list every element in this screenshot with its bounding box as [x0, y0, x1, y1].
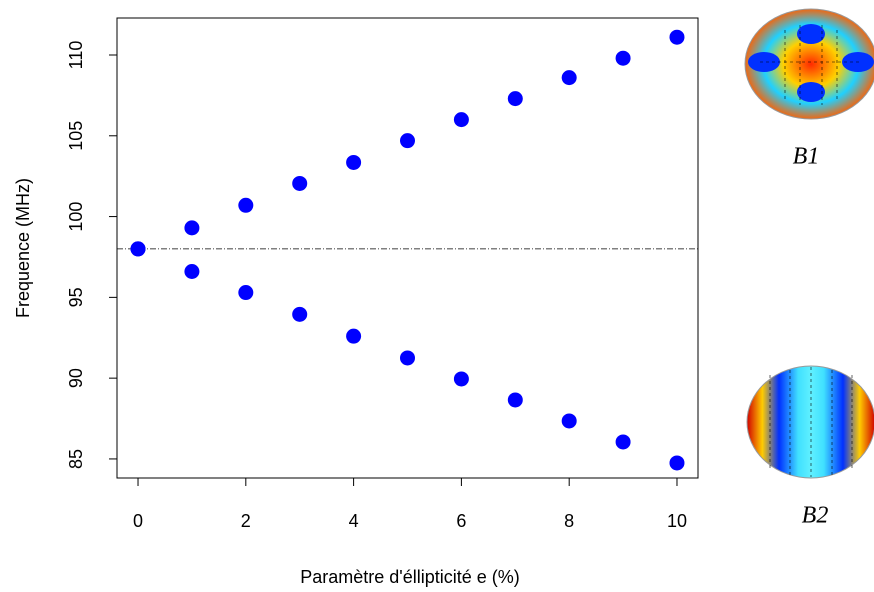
point: [453, 112, 469, 128]
point: [130, 241, 146, 257]
x-tick-label: 6: [456, 511, 466, 531]
point: [507, 392, 523, 408]
point: [615, 50, 631, 66]
point: [400, 133, 415, 149]
y-axis-label: Frequence (MHz): [13, 178, 33, 318]
point: [453, 371, 469, 387]
point: [561, 70, 577, 86]
inset-b2: [746, 365, 874, 479]
y-tick-label: 100: [66, 202, 86, 232]
x-tick-label: 0: [133, 511, 143, 531]
point: [184, 220, 200, 236]
point: [238, 285, 254, 301]
point: [184, 264, 200, 280]
point: [346, 154, 362, 170]
x-tick-label: 4: [349, 511, 359, 531]
y-tick-label: 90: [66, 368, 86, 388]
y-tick-label: 110: [66, 41, 86, 70]
point: [615, 434, 631, 450]
inset-label: B2: [802, 503, 829, 529]
x-axis-label: Paramètre d'éllipticité e (%): [300, 567, 520, 587]
point: [507, 91, 523, 107]
x-tick-label: 2: [241, 511, 251, 531]
y-tick-label: 95: [66, 287, 86, 307]
point: [292, 175, 308, 191]
point: [400, 350, 415, 366]
point: [346, 328, 362, 344]
point: [561, 413, 577, 429]
point: [292, 306, 308, 322]
x-tick-label: 10: [667, 511, 687, 531]
plot-frame: [116, 17, 699, 479]
y-tick-label: 105: [66, 121, 86, 151]
point: [669, 455, 685, 471]
inset-label: B1: [793, 144, 820, 170]
point: [669, 29, 685, 45]
inset-b1: [744, 8, 874, 120]
y-tick-label: 85: [66, 449, 86, 469]
x-tick-label: 8: [564, 511, 574, 531]
point: [238, 197, 254, 213]
